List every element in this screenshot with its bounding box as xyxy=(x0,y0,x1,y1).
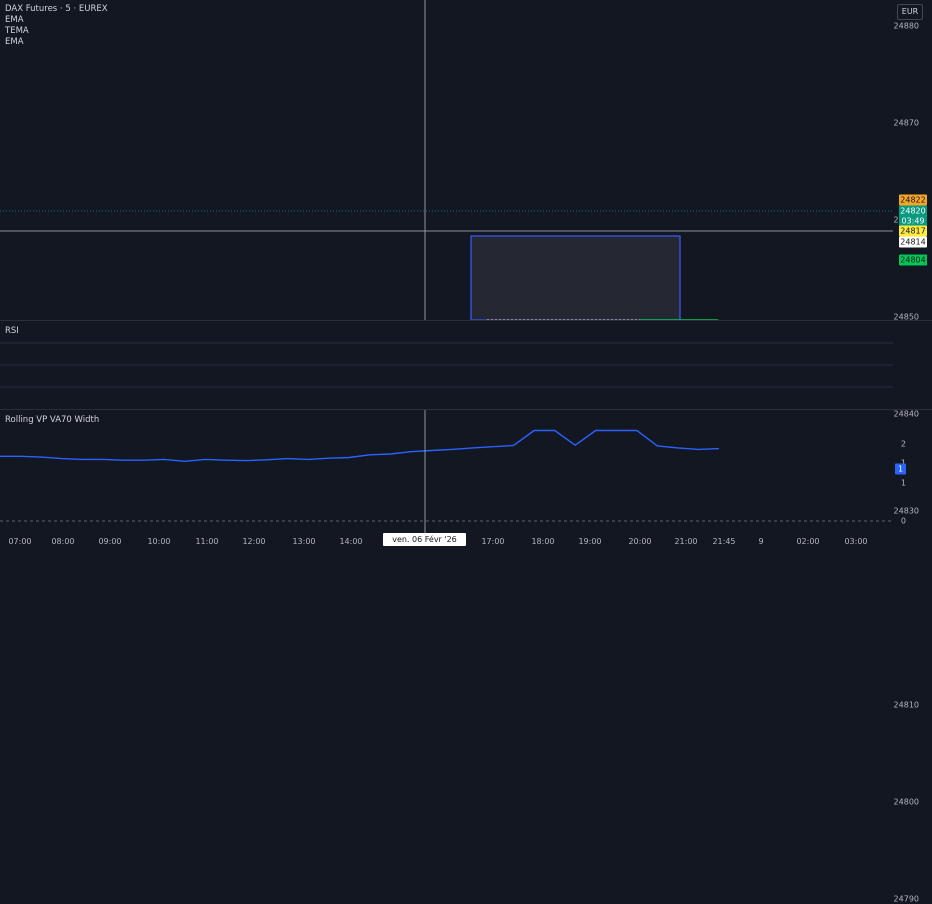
pane-separator-rsi[interactable] xyxy=(0,320,932,321)
time-tick: 21:45 xyxy=(712,537,736,546)
vp-axis-tick: 1 xyxy=(900,478,906,487)
rsi-legend: RSI xyxy=(5,326,19,337)
price-tag: 24804 xyxy=(899,254,927,266)
time-tick: 03:00 xyxy=(844,537,868,546)
indicator-tema[interactable]: TEMA xyxy=(5,26,29,36)
price-tag: 24814 xyxy=(899,236,927,248)
vp-last-value-badge: 1 xyxy=(895,463,906,475)
time-tick: 12:00 xyxy=(242,537,266,546)
time-tick: 13:00 xyxy=(292,537,316,546)
time-tick: 20:00 xyxy=(628,537,652,546)
time-tick: 07:00 xyxy=(8,537,32,546)
currency-button[interactable]: EUR xyxy=(897,4,923,20)
price-tag: 24822 xyxy=(899,194,927,206)
time-tick: 09:00 xyxy=(98,537,122,546)
volume-profile-range-box xyxy=(470,235,681,321)
chart-canvas[interactable] xyxy=(0,0,932,550)
price-tag: 24817 xyxy=(899,225,927,237)
price-tick: 24870 xyxy=(893,118,919,128)
time-tick: 08:00 xyxy=(51,537,75,546)
range-box-layer xyxy=(470,235,681,321)
vp-title[interactable]: Rolling VP VA70 Width xyxy=(5,415,100,425)
price-tick: 24880 xyxy=(893,21,919,31)
vp-width-line xyxy=(0,429,720,463)
price-tick: 24810 xyxy=(893,700,919,710)
time-tick: 11:00 xyxy=(195,537,219,546)
time-tick: 21:00 xyxy=(674,537,698,546)
time-tick: 18:00 xyxy=(531,537,555,546)
time-tick: 10:00 xyxy=(147,537,171,546)
price-tick: 24790 xyxy=(893,894,919,904)
pane-separator-vp[interactable] xyxy=(0,409,932,410)
vp-width-layer xyxy=(0,429,893,522)
indicator-ema-2[interactable]: EMA xyxy=(5,37,24,47)
price-tick: 24850 xyxy=(893,312,919,322)
crosshair-layer xyxy=(0,0,893,533)
indicator-ema-1[interactable]: EMA xyxy=(5,15,24,25)
vp-legend: Rolling VP VA70 Width xyxy=(5,415,99,426)
price-tick: 24840 xyxy=(893,409,919,419)
grid-layer xyxy=(0,210,893,388)
vp-axis-tick: 1 xyxy=(901,459,906,468)
price-tick: 24800 xyxy=(893,797,919,807)
main-legend: DAX Futures · 5 · EUREX EMA TEMA EMA xyxy=(5,4,108,48)
time-tick: 17:00 xyxy=(481,537,505,546)
vp-axis-tick: 2 xyxy=(900,439,906,449)
price-tag: 03:49 xyxy=(899,215,927,227)
crosshair-time-label: ven. 06 Févr '26 15:30 xyxy=(383,533,466,557)
price-tag: 24820 xyxy=(899,205,927,217)
rsi-title[interactable]: RSI xyxy=(5,326,19,336)
vp-axis-tick: 0 xyxy=(900,516,906,526)
price-tick: 24830 xyxy=(893,506,919,516)
time-tick: 02:00 xyxy=(796,537,820,546)
time-tick: 19:00 xyxy=(578,537,602,546)
symbol-title[interactable]: DAX Futures · 5 · EUREX xyxy=(5,4,108,14)
time-tick: 9 xyxy=(758,537,764,546)
time-tick: 14:00 xyxy=(339,537,363,546)
